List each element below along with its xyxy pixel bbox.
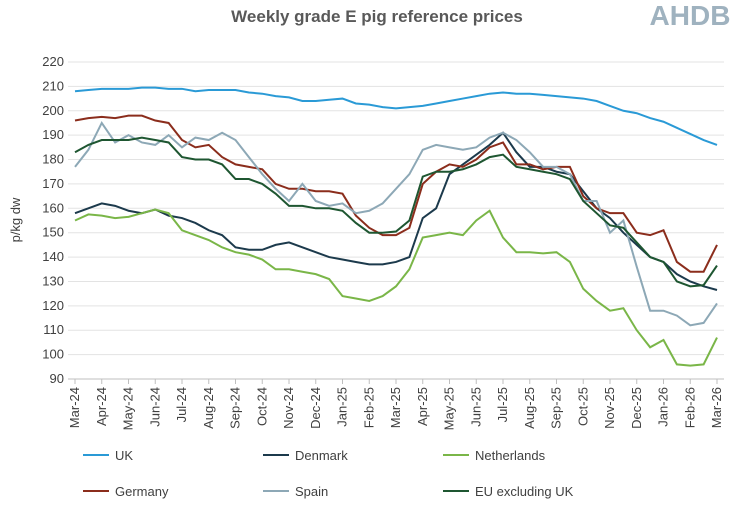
y-tick-label: 160 — [42, 200, 64, 215]
x-tick-label: Mar-26 — [709, 387, 724, 428]
series-line — [74, 114, 718, 273]
y-tick-label: 130 — [42, 273, 64, 288]
y-tick-label: 110 — [43, 322, 64, 337]
x-tick-label: May-24 — [121, 387, 136, 430]
x-tick-label: Sep-24 — [228, 387, 243, 429]
legend-label: Spain — [295, 484, 328, 499]
chart-title: Weekly grade E pig reference prices — [231, 7, 523, 26]
series-line — [74, 208, 718, 367]
x-tick-label: Oct-24 — [254, 387, 269, 426]
x-tick-label: Sep-25 — [549, 387, 564, 429]
legend-label: Netherlands — [475, 448, 546, 463]
logo: AHDB — [650, 0, 731, 31]
legend-label: UK — [115, 448, 133, 463]
y-tick-label: 190 — [42, 127, 64, 142]
y-tick-label: 90 — [50, 371, 64, 386]
y-tick-label: 120 — [42, 298, 64, 313]
x-tick-label: Jun-25 — [468, 387, 483, 427]
x-tick-label: Mar-25 — [388, 387, 403, 428]
x-tick-label: Aug-25 — [522, 387, 537, 429]
x-tick-label: Aug-24 — [201, 387, 216, 429]
legend-label: EU excluding UK — [475, 484, 574, 499]
x-tick-label: Jul-24 — [174, 387, 189, 422]
x-tick-label: Jan-25 — [335, 387, 350, 427]
y-axis-label: p/kg dw — [8, 197, 23, 242]
x-tick-label: Jan-26 — [656, 387, 671, 427]
x-tick-label: Apr-24 — [94, 387, 109, 426]
series-line — [74, 120, 718, 327]
x-tick-label: May-25 — [442, 387, 457, 430]
y-tick-label: 210 — [42, 78, 64, 93]
legend-label: Germany — [115, 484, 169, 499]
y-tick-label: 140 — [42, 249, 64, 264]
y-tick-label: 170 — [42, 176, 64, 191]
x-tick-label: Dec-25 — [629, 387, 644, 429]
y-tick-label: 200 — [42, 103, 64, 118]
x-tick-label: Feb-25 — [361, 387, 376, 428]
y-tick-label: 100 — [42, 347, 64, 362]
x-tick-label: Nov-24 — [281, 387, 296, 429]
series-line — [74, 131, 718, 291]
x-tick-label: Jul-25 — [495, 387, 510, 422]
x-tick-label: Mar-24 — [67, 387, 82, 428]
y-tick-label: 150 — [42, 225, 64, 240]
x-tick-label: Feb-26 — [682, 387, 697, 428]
series-line — [74, 86, 718, 146]
x-tick-label: Apr-25 — [415, 387, 430, 426]
series-line — [74, 136, 718, 288]
y-tick-label: 220 — [42, 54, 64, 69]
x-tick-label: Oct-25 — [575, 387, 590, 426]
x-tick-label: Dec-24 — [308, 387, 323, 429]
x-tick-label: Nov-25 — [602, 387, 617, 429]
x-tick-label: Jun-24 — [147, 387, 162, 427]
legend-label: Denmark — [295, 448, 348, 463]
y-tick-label: 180 — [42, 152, 64, 167]
